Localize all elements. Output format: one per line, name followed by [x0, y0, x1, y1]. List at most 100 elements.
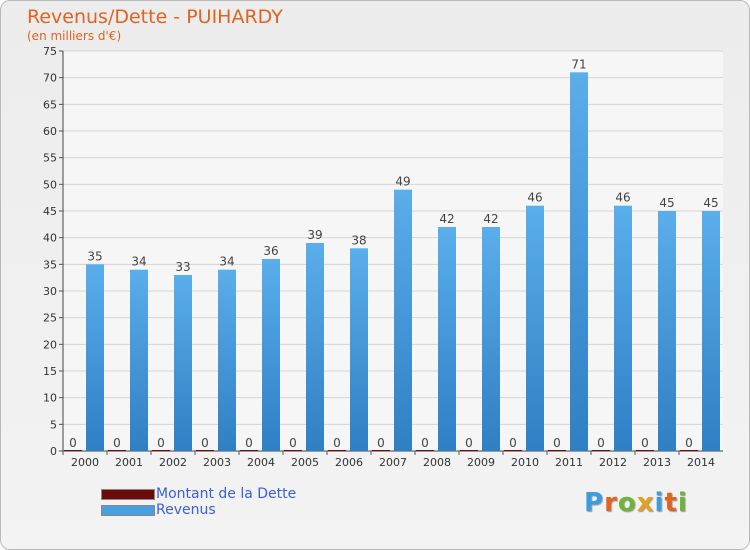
- plot-area: [63, 51, 723, 451]
- data-label-debt: 0: [113, 436, 121, 450]
- data-label-debt: 0: [333, 436, 341, 450]
- y-tick-label: 0: [50, 445, 57, 458]
- bar-revenus: [526, 205, 544, 451]
- x-tick-label: 2011: [555, 456, 583, 469]
- data-label-debt: 0: [509, 436, 517, 450]
- bar-debt: [636, 450, 654, 451]
- bar-debt: [548, 450, 566, 451]
- x-tick-label: 2001: [115, 456, 143, 469]
- x-tick-label: 2003: [203, 456, 231, 469]
- y-tick-label: 55: [43, 152, 57, 165]
- data-label-revenus: 42: [439, 212, 454, 226]
- bar-debt: [416, 450, 434, 451]
- y-tick-label: 10: [43, 392, 57, 405]
- bar-debt: [372, 450, 390, 451]
- bar-revenus: [86, 264, 104, 451]
- bar-revenus: [174, 275, 192, 451]
- data-label-revenus: 34: [131, 255, 146, 269]
- x-tick-label: 2010: [511, 456, 539, 469]
- bar-revenus: [570, 72, 588, 451]
- bar-debt: [460, 450, 478, 451]
- data-label-debt: 0: [421, 436, 429, 450]
- bar-revenus: [482, 227, 500, 451]
- bar-debt: [504, 450, 522, 451]
- data-label-debt: 0: [245, 436, 253, 450]
- y-tick-label: 25: [43, 312, 57, 325]
- x-tick-label: 2012: [599, 456, 627, 469]
- x-tick-label: 2005: [291, 456, 319, 469]
- data-label-debt: 0: [553, 436, 561, 450]
- y-tick-label: 40: [43, 232, 57, 245]
- y-tick-label: 75: [43, 45, 57, 58]
- y-tick-label: 65: [43, 98, 57, 111]
- data-label-revenus: 35: [87, 249, 102, 263]
- data-label-debt: 0: [685, 436, 693, 450]
- x-tick-label: 2004: [247, 456, 275, 469]
- bar-revenus: [218, 269, 236, 451]
- data-label-debt: 0: [157, 436, 165, 450]
- y-tick-label: 30: [43, 285, 57, 298]
- data-label-debt: 0: [289, 436, 297, 450]
- data-label-revenus: 39: [307, 228, 322, 242]
- bar-debt: [592, 450, 610, 451]
- x-tick-label: 2000: [71, 456, 99, 469]
- bar-debt: [108, 450, 126, 451]
- bar-debt: [64, 450, 82, 451]
- bar-debt: [284, 450, 302, 451]
- data-label-debt: 0: [641, 436, 649, 450]
- data-label-revenus: 45: [659, 196, 674, 210]
- bar-debt: [680, 450, 698, 451]
- data-label-revenus: 34: [219, 255, 234, 269]
- bar-revenus: [306, 243, 324, 451]
- x-tick-label: 2009: [467, 456, 495, 469]
- x-tick-label: 2013: [643, 456, 671, 469]
- y-tick-label: 20: [43, 338, 57, 351]
- bar-revenus: [614, 205, 632, 451]
- data-label-revenus: 38: [351, 233, 366, 247]
- bar-revenus: [394, 189, 412, 451]
- bar-revenus: [438, 227, 456, 451]
- proxiti-logo: Proxiti: [584, 488, 688, 518]
- data-label-revenus: 71: [571, 57, 586, 71]
- data-label-revenus: 49: [395, 175, 410, 189]
- legend-swatch-debt: [101, 489, 155, 500]
- data-label-debt: 0: [69, 436, 77, 450]
- chart-title: Revenus/Dette - PUIHARDY: [27, 6, 283, 28]
- y-tick-label: 5: [50, 418, 57, 431]
- bar-revenus: [130, 269, 148, 451]
- bar-debt: [152, 450, 170, 451]
- x-tick-label: 2006: [335, 456, 363, 469]
- y-tick-label: 15: [43, 365, 57, 378]
- chart-subtitle: (en milliers d'€): [27, 29, 122, 43]
- data-label-revenus: 42: [483, 212, 498, 226]
- data-label-debt: 0: [377, 436, 385, 450]
- data-label-debt: 0: [465, 436, 473, 450]
- x-tick-label: 2002: [159, 456, 187, 469]
- bar-debt: [196, 450, 214, 451]
- legend-label-revenus: Revenus: [156, 502, 216, 518]
- data-label-revenus: 46: [615, 191, 630, 205]
- bar-revenus: [702, 211, 720, 451]
- y-tick-label: 70: [43, 72, 57, 85]
- legend-swatch-revenus: [101, 505, 155, 516]
- y-tick-label: 45: [43, 205, 57, 218]
- bar-debt: [328, 450, 346, 451]
- x-tick-label: 2007: [379, 456, 407, 469]
- data-label-revenus: 46: [527, 191, 542, 205]
- y-tick-label: 35: [43, 258, 57, 271]
- bar-revenus: [658, 211, 676, 451]
- bar-revenus: [350, 248, 368, 451]
- data-label-revenus: 33: [175, 260, 190, 274]
- data-label-revenus: 36: [263, 244, 278, 258]
- y-tick-label: 60: [43, 125, 57, 138]
- bar-revenus: [262, 259, 280, 451]
- bar-debt: [240, 450, 258, 451]
- x-tick-label: 2014: [687, 456, 715, 469]
- data-label-debt: 0: [597, 436, 605, 450]
- y-tick-label: 50: [43, 178, 57, 191]
- data-label-debt: 0: [201, 436, 209, 450]
- legend-label-debt: Montant de la Dette: [156, 486, 297, 502]
- data-label-revenus: 45: [703, 196, 718, 210]
